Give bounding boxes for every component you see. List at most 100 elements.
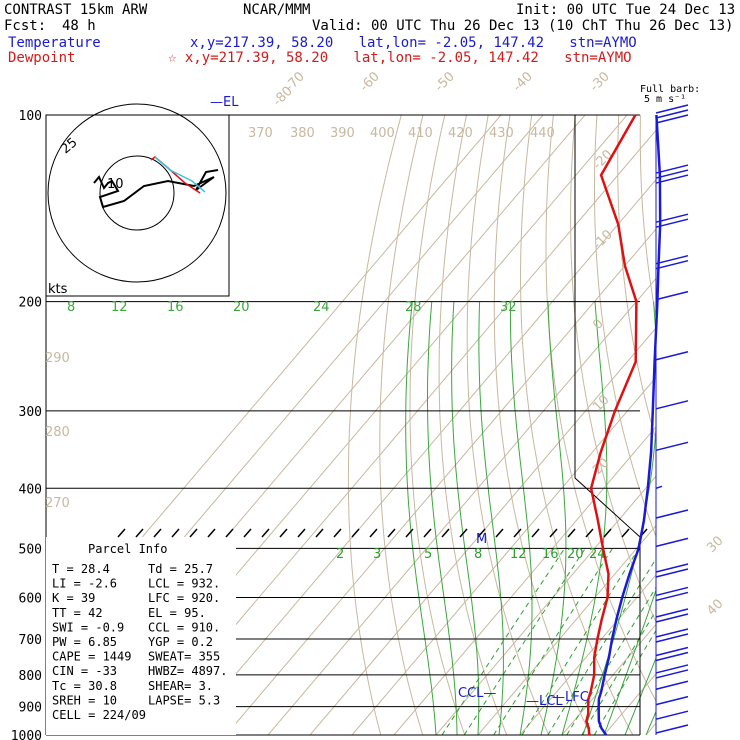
hatch-mark [585,528,594,538]
mixing-ratio-line [493,548,613,735]
hatch-mark [459,528,468,538]
moist-adiabat [645,710,656,735]
wind-barb [655,104,689,114]
parcel-info-left: PW = 6.85 [52,635,117,649]
parcel-info-left: K = 39 [52,591,95,605]
hatch-mark [315,528,324,538]
fcst-value: 48 h [62,18,96,34]
wind-barb [655,591,689,602]
dewpoint-legend: Dewpoint [8,50,76,66]
pressure-tick-label: 700 [19,633,42,648]
dry-adiabat [684,87,740,740]
isotherm-line [309,327,656,735]
mixing-ratio-label: 8 [474,547,482,562]
hatch-mark [351,528,360,538]
dry-adiabat [726,87,740,740]
wind-barb [655,608,689,618]
wind-barb [655,633,689,643]
source-label: NCAR/MMM [243,2,311,18]
hatch-mark [333,528,342,538]
temperature-info: x,y=217.39, 58.20 lat,lon= -2.05, 147.42… [190,35,637,51]
mixing-ratio-line [441,548,566,735]
parcel-info-left: TT = 42 [52,606,103,620]
mixing-ratio-label: 12 [510,547,527,562]
moist-adiabat-label: 16 [167,300,184,315]
hatch-mark [369,528,378,538]
parcel-info-right: Td = 25.7 [148,562,213,576]
parcel-info-left: CELL = 224/09 [52,708,146,722]
hodograph-box [45,114,230,297]
parcel-info-right: YGP = 0.2 [148,635,213,649]
moist-adiabat [603,588,656,735]
hodograph-ring-inner [99,155,175,231]
isotherm-line [393,425,656,735]
wind-barb [655,509,689,519]
wind-barb [655,164,689,174]
pressure-tick-label: 800 [19,669,42,684]
dry-adiabat [570,115,656,623]
parcel-info-right: LAPSE= 5.3 [148,693,220,707]
pressure-tick-label: 500 [19,542,42,557]
ccl-marker: CCL— [458,686,496,701]
temperature-profile [597,114,662,736]
wind-barb [655,586,689,597]
hatch-mark [243,528,252,538]
isotherm-line [267,277,656,735]
parcel-info-right: SHEAR= 3. [148,679,213,693]
theta-label: 400 [370,126,395,141]
hatch-mark [189,528,198,538]
wind-barb [655,114,689,124]
hatch-mark [171,528,180,538]
wind-barb [655,568,689,578]
wind-barb [655,485,663,489]
hatch-mark [207,528,216,538]
isotherm-label: -40 [510,69,536,95]
isotherm-line [225,228,656,735]
isotherm-label: -30 [587,69,613,95]
wind-barb [655,646,689,657]
wind-barb [655,695,689,706]
isotherm-line [477,524,656,735]
hatch-mark [387,528,396,538]
mixing-ratio-label: 24 [589,547,606,562]
mixing-ratio-line [521,548,640,735]
mixing-ratio-line [463,548,586,735]
wind-barb [655,213,689,223]
moist-adiabat [561,301,608,735]
valid-time: Valid: 00 UTC Thu 26 Dec 13 (10 ChT Thu … [312,18,734,34]
isotherm-label: -20 [590,147,616,173]
dry-adiabat [593,115,656,538]
dry-adiabat [545,115,656,703]
isotherm-line [435,475,656,735]
mixing-ratio-label: 20 [567,547,584,562]
hatch-mark [279,528,288,538]
parcel-info-right: LFC = 920. [148,591,220,605]
mixing-ratio-label: 3 [373,547,381,562]
hatch-mark [603,528,612,538]
pressure-tick-label: 100 [19,109,42,124]
dry-adiabat [347,115,402,735]
theta-label: 410 [408,126,433,141]
wind-barb [655,710,689,720]
dry-adiabat [466,115,550,735]
isotherm-line [351,376,656,735]
theta-label: 290 [45,351,70,366]
wind-barb [655,724,689,734]
moist-adiabat [624,656,656,735]
wind-barb [655,680,689,690]
fcst-label: Fcst: [4,18,47,34]
hatch-mark [567,528,576,538]
plot-outline [46,114,641,735]
wind-barb [655,669,689,679]
wind-barb [655,651,689,662]
wind-barb [655,169,689,179]
hatch-mark [261,528,270,538]
dry-adiabat [617,115,656,442]
hatch-mark [405,528,414,538]
parcel-info-left: SREH = 10 [52,693,117,707]
isotherm-line [603,673,656,735]
moist-adiabat-label: 20 [233,300,250,315]
moist-adiabat-label: 8 [67,300,75,315]
dry-adiabat [379,115,424,735]
